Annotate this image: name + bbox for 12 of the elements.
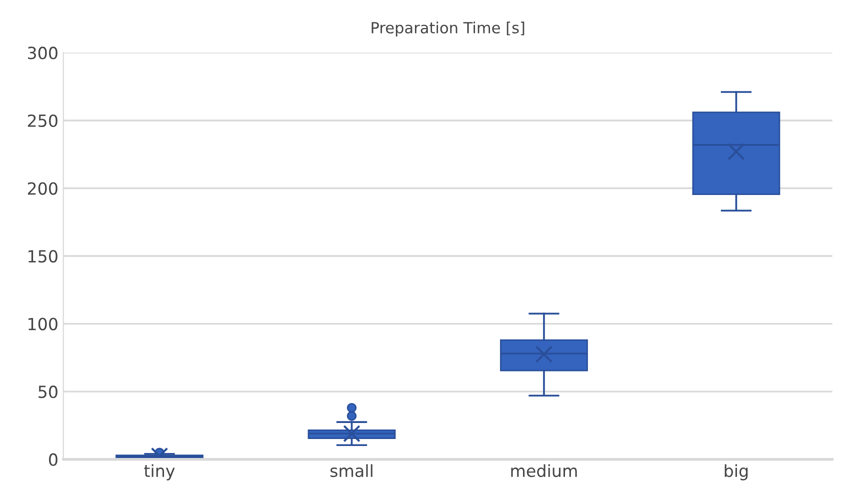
x-tick-label: small [330, 464, 372, 478]
x-tick-label: tiny [144, 464, 175, 480]
y-tick-label: 300 [28, 46, 58, 60]
x-tick-label: big [724, 464, 748, 480]
chart-title: Preparation Time [s] [372, 22, 524, 36]
y-tick-label: 200 [28, 182, 58, 195]
y-tick-label: 100 [28, 318, 58, 330]
y-tick-label: 50 [38, 386, 58, 398]
y-tick-label: 150 [28, 250, 58, 263]
x-tick-label: medium [511, 464, 577, 478]
y-tick-label: 0 [49, 453, 58, 466]
y-tick-label: 250 [28, 114, 58, 128]
